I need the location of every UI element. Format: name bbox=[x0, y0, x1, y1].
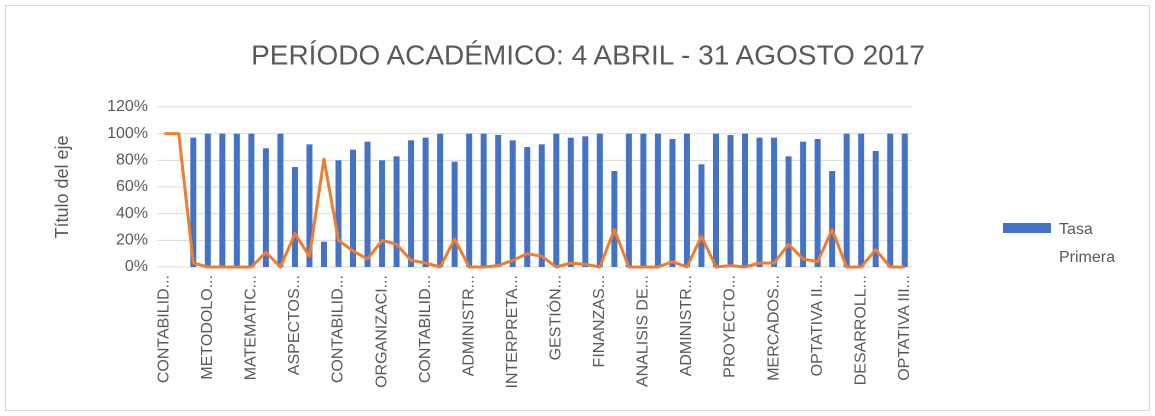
bar bbox=[248, 133, 255, 267]
bar bbox=[640, 133, 647, 267]
bar bbox=[320, 241, 327, 267]
bar bbox=[480, 133, 487, 267]
chart-title: PERÍODO ACADÉMICO: 4 ABRIL - 31 AGOSTO 2… bbox=[251, 39, 925, 70]
bar bbox=[567, 137, 574, 267]
y-tick-label: 40% bbox=[116, 205, 148, 222]
y-axis-title: Título del eje bbox=[52, 135, 72, 238]
bar bbox=[727, 135, 734, 267]
bar bbox=[538, 144, 545, 267]
line bbox=[164, 132, 905, 269]
x-tick-label: FINANZAS... bbox=[591, 275, 608, 367]
bar bbox=[291, 167, 298, 267]
y-tick-label: 100% bbox=[107, 125, 148, 142]
bar bbox=[277, 133, 284, 267]
x-tick-label: GESTIÓN... bbox=[545, 275, 564, 360]
x-tick-label: OPTATIVA II... bbox=[809, 275, 826, 376]
x-tick-label: INTERPRETA... bbox=[504, 275, 521, 389]
bar bbox=[887, 133, 894, 267]
bar bbox=[262, 148, 269, 267]
x-tick-label: CONTABILID... bbox=[330, 275, 347, 383]
legend-label: Tasa Primera bbox=[1059, 221, 1116, 266]
bar bbox=[814, 139, 821, 267]
x-tick-label: ANALISIS DE... bbox=[635, 275, 652, 387]
x-tick-label: ASPECTOS... bbox=[286, 275, 303, 375]
x-tick-label: ORGANIZACI... bbox=[373, 275, 390, 388]
bar bbox=[843, 133, 850, 267]
bar bbox=[204, 133, 211, 267]
x-tick-label: CONTABILID... bbox=[155, 275, 172, 383]
bar bbox=[625, 133, 632, 267]
bar bbox=[219, 133, 226, 267]
x-tick-label: PROYECTO... bbox=[722, 275, 739, 378]
x-tick-label: ADMINISTR... bbox=[678, 275, 695, 376]
bar bbox=[495, 135, 502, 267]
bar bbox=[756, 137, 763, 267]
bar bbox=[509, 140, 516, 267]
bar bbox=[742, 133, 749, 267]
bar bbox=[451, 161, 458, 267]
x-tick-label: OPTATIVA III... bbox=[896, 275, 913, 381]
y-tick-label: 80% bbox=[116, 152, 148, 169]
y-tick-label: 0% bbox=[125, 258, 148, 275]
bar bbox=[364, 141, 371, 267]
bar bbox=[669, 139, 676, 267]
bar bbox=[466, 133, 473, 267]
x-tick-label: MERCADOS... bbox=[765, 275, 782, 381]
bar bbox=[596, 133, 603, 267]
bar bbox=[683, 133, 690, 267]
bar bbox=[422, 137, 429, 267]
bar bbox=[611, 171, 618, 267]
bar bbox=[190, 137, 197, 267]
bar bbox=[408, 140, 415, 267]
x-tick-label: DESARROLL... bbox=[852, 275, 869, 385]
y-tick-label: 120% bbox=[107, 98, 148, 115]
bar bbox=[771, 137, 778, 267]
bar bbox=[654, 133, 661, 267]
bar bbox=[582, 136, 589, 267]
bar bbox=[233, 133, 240, 267]
x-tick-label: CONTABILID... bbox=[417, 275, 434, 383]
bar bbox=[350, 149, 357, 267]
bar bbox=[698, 164, 705, 267]
bar bbox=[437, 133, 444, 267]
bar bbox=[393, 156, 400, 267]
legend-swatch bbox=[1003, 223, 1051, 233]
bar bbox=[379, 160, 386, 267]
bar bbox=[829, 171, 836, 267]
y-tick-label: 20% bbox=[116, 232, 148, 249]
y-tick-label: 60% bbox=[116, 178, 148, 195]
bar bbox=[306, 144, 313, 267]
bar bbox=[872, 151, 879, 267]
bar bbox=[785, 156, 792, 267]
x-tick-label: ADMINISTR... bbox=[460, 275, 477, 376]
bar bbox=[524, 147, 531, 267]
bar bbox=[858, 133, 865, 267]
bar bbox=[800, 141, 807, 267]
bar bbox=[553, 133, 560, 267]
x-tick-label: MATEMATIC... bbox=[243, 275, 260, 380]
bar bbox=[335, 160, 342, 267]
bar bbox=[712, 133, 719, 267]
bar bbox=[901, 133, 908, 267]
x-tick-label: METODOLO... bbox=[199, 275, 216, 380]
